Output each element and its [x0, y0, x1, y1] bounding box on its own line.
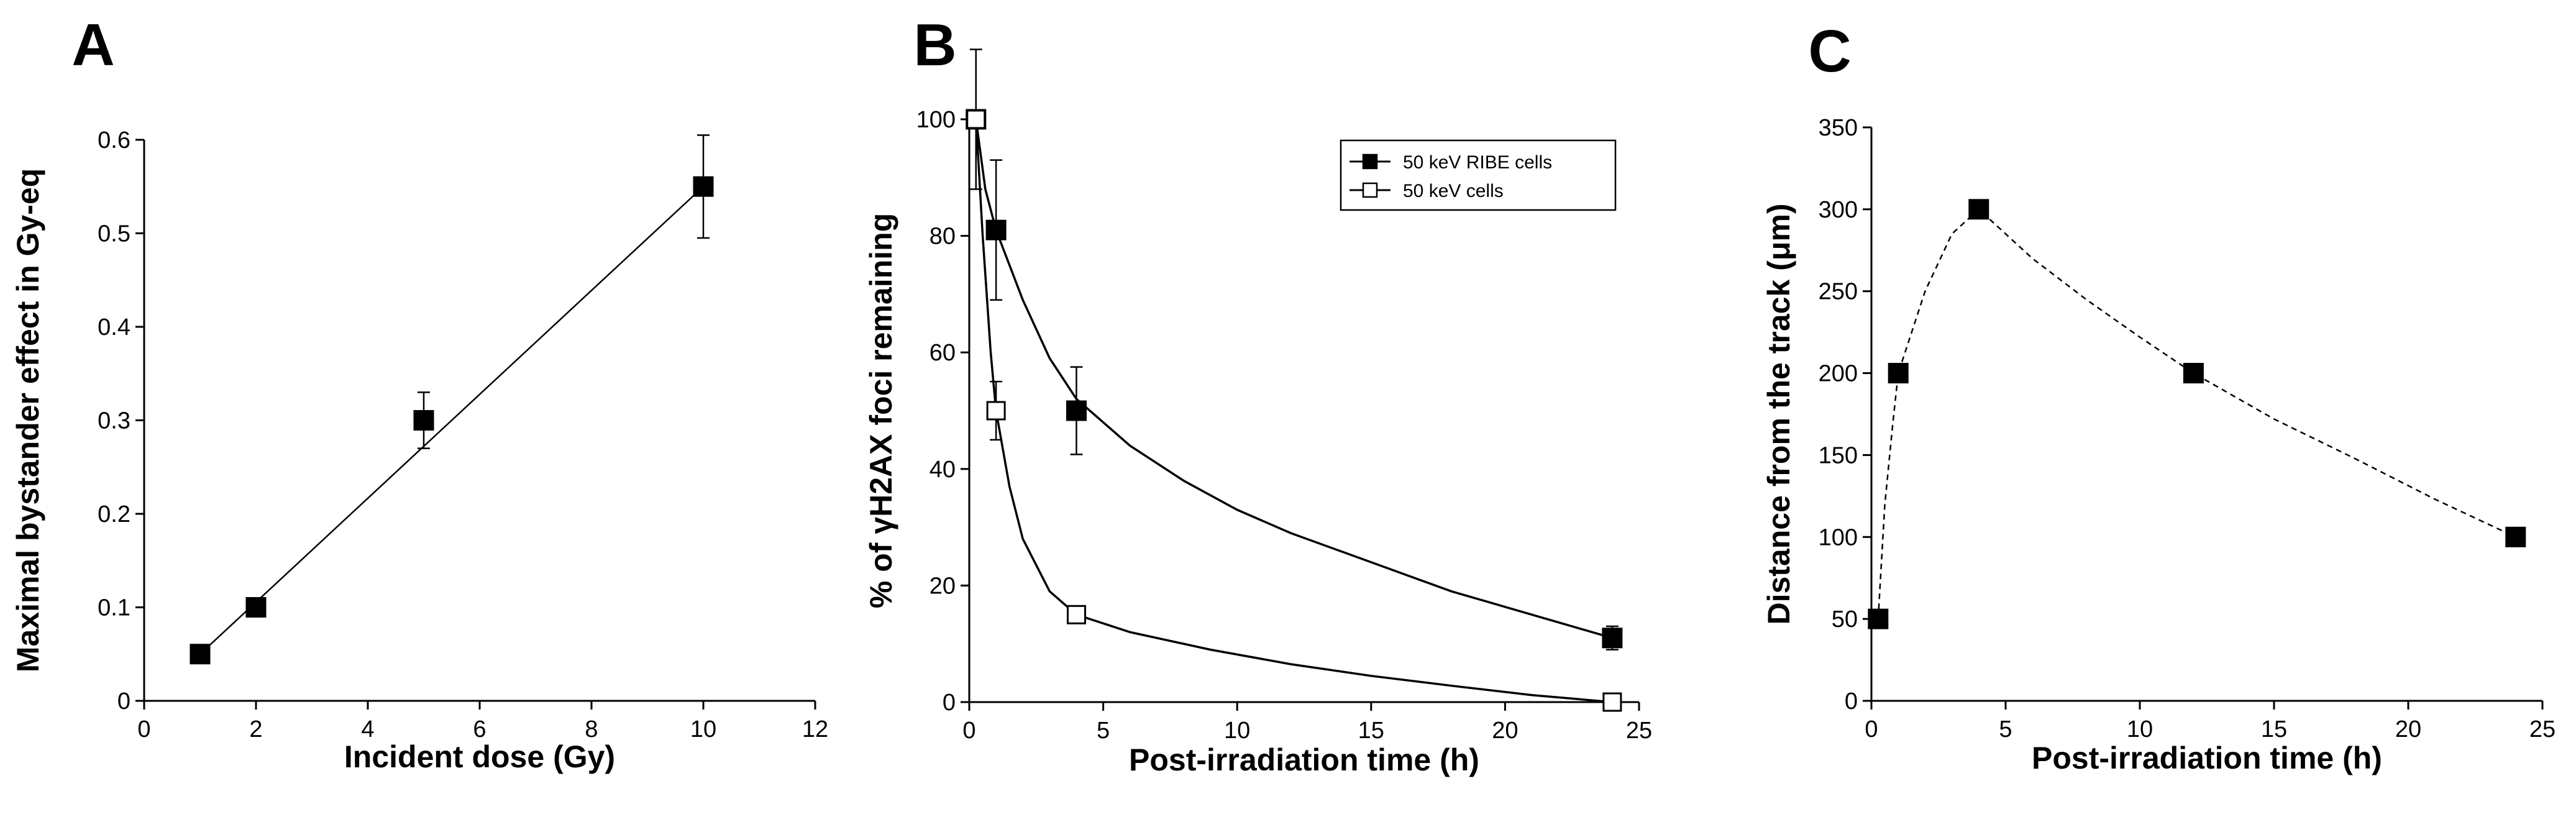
y-tick-label: 100	[916, 107, 956, 133]
y-tick-label: 350	[1819, 115, 1858, 141]
open-square-point	[986, 401, 1006, 421]
panel-a: A 0 0.1 0.2 0.3 0.4 0.5 0.6 0 2 4 6 8 10 12 Incident do…	[11, 12, 828, 774]
x-tick-label: 6	[473, 716, 486, 742]
open-square-point	[966, 109, 986, 129]
y-tick-label: 0.3	[98, 408, 130, 434]
x-tick-label: 5	[1999, 716, 2012, 742]
y-tick-label: 0.2	[98, 501, 130, 527]
filled-square-point	[1066, 400, 1087, 421]
y-tick-label: 20	[929, 573, 956, 599]
x-tick-label: 2	[249, 716, 262, 742]
y-tick-label: 0.5	[98, 221, 130, 247]
y-tick-label: 40	[929, 457, 956, 483]
y-tick-label: 50	[1832, 606, 1858, 632]
x-tick-label: 5	[1097, 718, 1110, 744]
filled-square-point	[2505, 526, 2526, 547]
panel-b: B 0 20 40 60 80 100 0 5 10 15 20 25 Post-irradiation …	[864, 12, 1652, 777]
y-tick-label: 250	[1819, 279, 1858, 305]
x-axis-label: Post-irradiation time (h)	[2032, 741, 2382, 775]
filled-square-point	[1868, 608, 1889, 629]
x-axis-label: Post-irradiation time (h)	[1129, 742, 1479, 777]
series-curve-0	[1877, 208, 2516, 619]
y-tick-label: 0	[943, 690, 956, 716]
filled-square-point	[1602, 628, 1623, 649]
y-tick-label: 0	[117, 688, 130, 715]
x-tick-label: 0	[1865, 716, 1878, 742]
fit-line	[199, 186, 704, 655]
filled-square-point	[190, 644, 211, 665]
legend-box	[1340, 139, 1617, 211]
y-axis-label: Maximal bystander effect in Gy-eq	[11, 168, 45, 672]
x-tick-label: 10	[2127, 716, 2153, 742]
filled-square-point	[693, 176, 714, 197]
y-tick-label: 0.1	[98, 595, 130, 621]
x-tick-label: 4	[361, 716, 374, 742]
y-axis-label: % of γH2AX foci remaining	[864, 213, 898, 608]
x-tick-label: 0	[137, 716, 150, 742]
filled-square-point	[1888, 363, 1909, 384]
y-tick-label: 300	[1819, 197, 1858, 223]
x-axis-label: Incident dose (Gy)	[344, 739, 615, 774]
x-tick-label: 8	[585, 716, 598, 742]
x-tick-label: 25	[2529, 716, 2555, 742]
x-tick-label: 0	[962, 718, 975, 744]
legend-marker	[1362, 153, 1378, 170]
y-tick-label: 100	[1819, 524, 1858, 550]
panel-letter: A	[71, 12, 114, 78]
series-curve-0	[975, 119, 1613, 639]
y-tick-label: 0	[1845, 688, 1858, 715]
x-tick-label: 10	[1224, 718, 1250, 744]
panel-letter: C	[1808, 18, 1851, 84]
x-tick-label: 15	[2261, 716, 2287, 742]
y-tick-label: 150	[1819, 442, 1858, 468]
y-axis-label: Distance from the track (μm)	[1761, 204, 1796, 625]
x-tick-label: 12	[802, 716, 828, 742]
panel-c: C 0 50 100 150 200 250 300 350 0 5 10 15 20 25 Post-irr…	[1761, 18, 2555, 775]
y-tick-label: 80	[929, 224, 956, 250]
filled-square-point	[985, 219, 1007, 240]
legend-marker	[1362, 182, 1378, 198]
filled-square-point	[245, 597, 267, 618]
y-tick-label: 200	[1819, 361, 1858, 387]
legend-label: 50 keV cells	[1403, 181, 1504, 201]
filled-square-point	[413, 410, 434, 431]
filled-square-point	[1968, 199, 1989, 220]
y-tick-label: 60	[929, 340, 956, 366]
x-tick-label: 20	[2395, 716, 2421, 742]
x-tick-label: 25	[1626, 718, 1652, 744]
x-tick-label: 15	[1358, 718, 1384, 744]
open-square-point	[1602, 692, 1622, 712]
panel-letter: B	[913, 12, 956, 78]
filled-square-point	[2183, 363, 2204, 384]
x-tick-label: 10	[690, 716, 716, 742]
open-square-point	[1066, 605, 1086, 624]
legend-label: 50 keV RIBE cells	[1403, 152, 1552, 173]
x-tick-label: 20	[1492, 718, 1518, 744]
y-tick-label: 0.6	[98, 127, 130, 153]
y-tick-label: 0.4	[98, 314, 130, 340]
